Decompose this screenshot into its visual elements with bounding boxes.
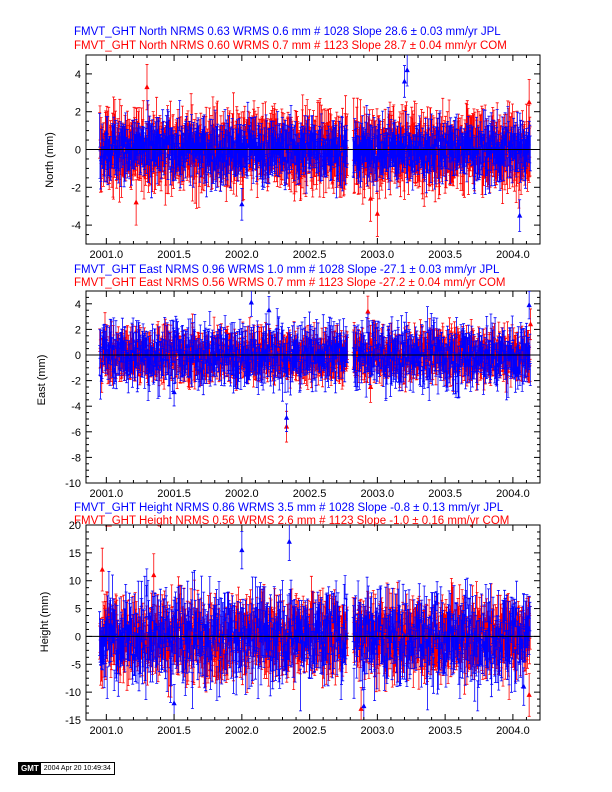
height-data-layer: [98, 525, 532, 720]
east-data-layer: [98, 291, 534, 443]
east-y-tick-label: -8: [71, 452, 81, 464]
gmt-logo: GMT: [19, 763, 41, 774]
east-y-tick-label: -2: [71, 376, 81, 388]
north-com-outlier-point: [133, 199, 139, 205]
east-com-outlier-point: [527, 321, 534, 327]
height-y-tick-label: 15: [69, 548, 81, 560]
height-title-jpl: FMVT_GHT Height NRMS 0.86 WRMS 3.5 mm # …: [74, 502, 504, 514]
height-x-tick-label: 2002.0: [225, 725, 259, 737]
east-jpl-outlier-point: [283, 414, 290, 420]
height-com-outlier-point: [151, 572, 157, 578]
height-jpl-outlier-point: [521, 683, 527, 689]
east-x-tick-label: 2002.0: [225, 488, 259, 500]
height-jpl-error-bars: [98, 568, 532, 712]
height-x-tick-label: 2003.5: [428, 725, 462, 737]
north-x-tick-label: 2002.5: [293, 249, 327, 261]
height-panel: FMVT_GHT Height NRMS 0.86 WRMS 3.5 mm # …: [39, 502, 541, 737]
height-x-tick-label: 2001.0: [90, 725, 124, 737]
east-y-tick-label: 4: [75, 299, 81, 311]
height-jpl-outlier-point: [239, 547, 245, 553]
east-x-tick-label: 2002.5: [293, 488, 327, 500]
gmt-timestamp-stamp: GMT 2004 Apr 20 10:49:34: [18, 762, 115, 775]
north-jpl-outlier-point: [404, 67, 410, 73]
height-com-outlier-point: [358, 705, 364, 711]
east-com-outlier-point: [367, 384, 374, 389]
north-y-tick-label: -4: [71, 220, 81, 232]
east-x-tick-label: 2001.5: [157, 488, 191, 500]
height-jpl-outlier-point: [286, 538, 292, 544]
north-y-tick-label: 2: [75, 107, 81, 119]
east-x-tick-label: 2001.0: [90, 488, 124, 500]
east-jpl-outlier-point: [266, 307, 272, 313]
height-y-tick-label: 10: [69, 576, 81, 588]
north-jpl-outlier-point: [401, 78, 408, 84]
east-title-com: FMVT_GHT East NRMS 0.56 WRMS 0.7 mm # 11…: [74, 277, 506, 289]
height-y-tick-label: -10: [65, 687, 81, 699]
north-com-outlier-point: [374, 210, 380, 216]
height-jpl-outlier-point: [171, 700, 177, 706]
height-y-tick-label: 20: [69, 520, 81, 532]
east-x-tick-label: 2003.0: [361, 488, 395, 500]
north-x-tick-label: 2004.0: [496, 249, 530, 261]
height-com-outlier-point: [99, 566, 105, 572]
east-y-tick-label: -4: [71, 401, 81, 413]
height-x-tick-label: 2002.5: [293, 725, 327, 737]
east-panel: FMVT_GHT East NRMS 0.96 WRMS 1.0 mm # 10…: [36, 264, 541, 500]
east-com-outlier-point: [365, 308, 371, 314]
north-x-tick-label: 2001.5: [157, 249, 191, 261]
north-y-axis-label: North (mm): [44, 132, 56, 188]
height-jpl-outlier-point: [361, 703, 367, 709]
height-y-tick-label: -15: [65, 715, 81, 727]
height-x-tick-label: 2003.0: [361, 725, 395, 737]
east-jpl-outlier-point: [526, 302, 532, 308]
north-com-outlier-point: [144, 84, 150, 90]
east-y-tick-label: 2: [75, 324, 81, 336]
height-y-tick-label: 5: [75, 604, 81, 616]
north-series-jpl: [98, 55, 532, 232]
height-com-outlier-point: [526, 691, 532, 697]
height-y-tick-label: 0: [75, 631, 81, 643]
north-x-tick-label: 2002.0: [225, 249, 259, 261]
north-y-tick-label: 0: [75, 145, 81, 157]
plot-timestamp: 2004 Apr 20 10:49:34: [43, 765, 111, 772]
east-y-tick-label: 0: [75, 350, 81, 362]
north-title-com: FMVT_GHT North NRMS 0.60 WRMS 0.7 mm # 1…: [74, 40, 507, 52]
height-x-tick-label: 2001.5: [157, 725, 191, 737]
north-x-tick-label: 2001.0: [90, 249, 124, 261]
north-jpl-outlier-point: [239, 201, 245, 207]
east-y-tick-label: -10: [65, 478, 81, 490]
height-series-jpl: [98, 525, 532, 720]
height-x-tick-label: 2004.0: [496, 725, 530, 737]
east-y-axis-label: East (mm): [36, 355, 48, 406]
east-series-jpl: [98, 291, 532, 432]
east-x-tick-label: 2003.5: [428, 488, 462, 500]
north-jpl-outlier-point: [517, 212, 523, 218]
height-y-tick-label: -5: [71, 659, 81, 671]
height-title-com: FMVT_GHT Height NRMS 0.56 WRMS 2.6 mm # …: [74, 515, 509, 527]
north-jpl-outlier-point: [103, 129, 109, 135]
north-y-tick-label: -2: [71, 182, 81, 194]
north-x-tick-label: 2003.5: [428, 249, 462, 261]
north-panel: FMVT_GHT North NRMS 0.63 WRMS 0.6 mm # 1…: [44, 26, 541, 261]
east-jpl-outlier-point: [248, 299, 254, 305]
east-jpl-error-bars: [98, 306, 532, 402]
north-x-tick-label: 2003.0: [361, 249, 395, 261]
north-com-outlier-point: [526, 99, 532, 105]
east-y-tick-label: -6: [71, 427, 81, 439]
north-com-outlier-point: [367, 195, 374, 201]
east-jpl-outlier-point: [171, 389, 177, 395]
east-title-jpl: FMVT_GHT East NRMS 0.96 WRMS 1.0 mm # 10…: [74, 264, 500, 276]
east-x-tick-label: 2004.0: [496, 488, 530, 500]
north-y-tick-label: 4: [75, 69, 81, 81]
north-title-jpl: FMVT_GHT North NRMS 0.63 WRMS 0.6 mm # 1…: [74, 26, 501, 38]
north-data-layer: [98, 55, 532, 237]
height-y-axis-label: Height (mm): [39, 592, 51, 653]
north-jpl-error-bars: [98, 100, 532, 199]
